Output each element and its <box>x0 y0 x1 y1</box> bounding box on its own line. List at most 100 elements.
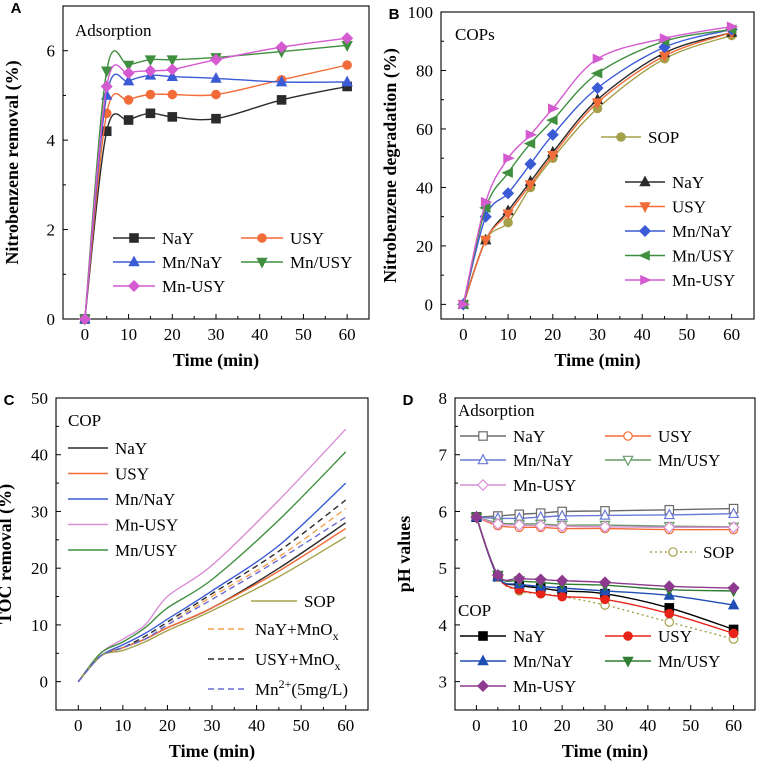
panel-b-y-tick-label: 100 <box>408 3 434 22</box>
panel-a-y-axis-title: Nitrobenzene removal (%) <box>2 60 23 264</box>
panel-a-data-point <box>342 60 352 70</box>
panel-b-data-point <box>480 235 492 247</box>
panel-a-legend-label: Mn-USY <box>162 277 225 296</box>
panel-d-y-tick-label: 5 <box>439 559 448 578</box>
panel-d-data-point <box>534 573 547 586</box>
panel-a-title: Adsorption <box>75 21 152 40</box>
panel-a-x-tick-label: 50 <box>295 325 312 344</box>
panel-a-data-point <box>78 312 91 326</box>
panel-d-legend-label: SOP <box>703 543 734 562</box>
panel-a-x-tick-label: 30 <box>208 325 225 344</box>
panel-d-data-point <box>556 520 569 533</box>
panel-b-data-point <box>501 167 513 178</box>
panel-d-y-tick-label: 3 <box>439 673 448 692</box>
panel-d-legend-marker <box>478 631 488 641</box>
panel-d-data-point <box>535 588 546 599</box>
panel-b-y-tick-label: 0 <box>425 295 434 314</box>
panel-c-y-tick-label: 20 <box>31 559 48 578</box>
panel-a-data-point <box>166 70 178 81</box>
panel-d-y-axis-title: pH values <box>394 516 414 593</box>
panel-b-legend-label: NaY <box>672 173 704 192</box>
panel-a-data-point <box>211 89 221 100</box>
panel-d-series-line-nay <box>475 516 734 631</box>
panel-a-data-point <box>341 75 353 87</box>
panel-a-data-point <box>211 113 221 124</box>
panel-c-x-tick-label: 40 <box>248 716 265 735</box>
panel-c-x-axis-title: Time (min) <box>169 741 255 762</box>
panel-b-data-point <box>523 138 536 149</box>
panel-a-data-point <box>275 41 288 54</box>
panel-c-series-line-mn-usy <box>77 451 347 683</box>
panel-a-plot-frame <box>62 5 370 320</box>
panel-c-legend-label: USY+MnOx <box>255 650 341 673</box>
panel-d-data-point <box>491 568 504 582</box>
panel-b-legend-label: SOP <box>648 128 679 147</box>
panel-b-legend-label: USY <box>672 198 706 217</box>
panel-b-data-point <box>524 180 537 191</box>
panel-d-legend-marker <box>668 547 678 557</box>
panel-b-data-point <box>525 129 538 140</box>
panel-a-legend-label: Mn/NaY <box>162 253 222 272</box>
panel-a-data-point <box>276 95 287 105</box>
panel-b-x-tick-label: 20 <box>544 325 561 344</box>
panel-a-y-tick-label: 4 <box>47 131 56 150</box>
panel-b-legend-marker <box>638 224 652 238</box>
panel-a-legend-marker <box>256 257 268 269</box>
panel-b-x-tick-label: 30 <box>589 325 606 344</box>
panel-b-title: COPs <box>455 25 495 44</box>
panel-d-x-tick-label: 30 <box>597 716 614 735</box>
panel-d-legend-marker <box>622 656 634 668</box>
panel-c-y-tick-label: 0 <box>40 673 49 692</box>
panel-a-data-point <box>166 63 179 76</box>
panel-b-legend-marker <box>639 175 651 187</box>
panel-d-legend-marker <box>476 478 490 492</box>
panel-b-y-tick-label: 60 <box>416 120 433 139</box>
panel-a-data-point <box>123 115 134 125</box>
panel-b-data-point <box>502 209 514 221</box>
panel-a-panel-letter: A <box>11 0 22 17</box>
panel-d-legend-label: Mn/USY <box>658 652 720 671</box>
panel-c-legend-label: Mn-USY <box>115 516 178 535</box>
panel-d-data-point <box>727 581 740 595</box>
panel-d-x-tick-label: 10 <box>511 716 528 735</box>
panel-d-x-tick-label: 60 <box>725 716 742 735</box>
panel-d-x-tick-label: 50 <box>682 716 699 735</box>
panel-c-legend-label: Mn/NaY <box>115 490 175 509</box>
panel-d-legend-label: NaY <box>513 627 545 646</box>
panel-c-title: COP <box>68 411 101 430</box>
panel-d-data-point <box>663 580 676 593</box>
panel-c-legend-label: Mn/USY <box>115 541 177 560</box>
panel-b-x-tick-label: 50 <box>678 325 695 344</box>
panel-b-x-tick-label: 10 <box>500 325 517 344</box>
panel-a-x-tick-label: 20 <box>164 325 181 344</box>
panel-b-data-point <box>502 187 515 200</box>
panel-b-data-point <box>659 33 672 44</box>
panel-b-data-point <box>480 196 493 208</box>
panel-d-legend-marker <box>477 453 489 465</box>
panel-a-data-point <box>166 55 178 67</box>
panel-d-data-point <box>513 519 526 532</box>
panel-a-data-point <box>167 89 178 100</box>
panel-a-x-tick-label: 0 <box>81 325 90 344</box>
panel-b-data-point <box>592 53 605 64</box>
panel-d-data-point <box>557 591 567 602</box>
panel-c-legend-label: Mn2+(5mg/L) <box>255 677 348 699</box>
panel-b-data-point <box>458 299 471 310</box>
panel-d-data-point <box>727 507 740 519</box>
panel-a-data-point <box>100 80 113 93</box>
panel-c-y-tick-label: 10 <box>31 616 48 635</box>
panel-b-data-point <box>546 128 559 141</box>
panel-b-data-point <box>547 150 559 162</box>
panel-a-data-point <box>122 67 135 80</box>
panel-a-y-tick-label: 0 <box>47 310 56 329</box>
panel-c-x-tick-label: 20 <box>159 716 176 735</box>
panel-c-series-line-sop <box>77 536 347 683</box>
panel-d-data-point <box>600 594 610 605</box>
panel-d-data-point <box>664 617 675 627</box>
panel-d-legend-label: NaY <box>513 427 545 446</box>
panel-d-data-point <box>598 520 612 533</box>
panel-d-legend-label: USY <box>658 427 692 446</box>
panel-b-data-point <box>591 81 604 95</box>
panel-b-y-tick-label: 20 <box>416 237 433 256</box>
